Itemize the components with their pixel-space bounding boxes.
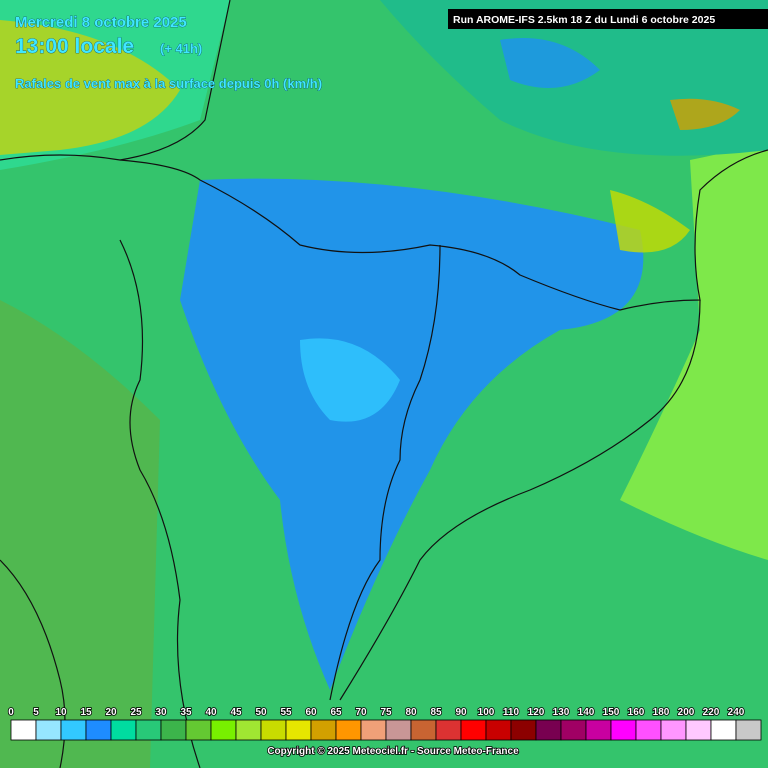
legend-swatch	[60, 719, 87, 741]
legend-label: 50	[255, 707, 267, 718]
legend-label: 25	[130, 707, 142, 718]
legend-swatch	[410, 719, 437, 741]
legend-label: 130	[553, 707, 570, 718]
parameter: Rafales de vent max à la surface depuis …	[15, 76, 322, 91]
legend-swatch	[10, 719, 37, 741]
legend-swatch	[485, 719, 512, 741]
legend-swatch	[310, 719, 337, 741]
legend-label: 85	[430, 707, 442, 718]
legend-swatch	[635, 719, 662, 741]
legend-swatch	[160, 719, 187, 741]
legend-swatch	[510, 719, 537, 741]
legend-label: 90	[455, 707, 467, 718]
legend-swatch	[735, 719, 762, 741]
run-info: Run AROME-IFS 2.5km 18 Z du Lundi 6 octo…	[453, 14, 715, 26]
legend-swatch	[285, 719, 312, 741]
legend-label: 30	[155, 707, 167, 718]
time: 13:00 locale	[15, 35, 134, 58]
legend-label: 0	[8, 707, 14, 718]
legend: 0 5 10 15 20 25 30 35 40 45 50 55 60 65 70 75 80 85 90 100 1…	[7, 706, 762, 741]
legend-swatch	[685, 719, 712, 741]
legend-label: 45	[230, 707, 242, 718]
legend-label: 20	[105, 707, 117, 718]
legend-label: 120	[528, 707, 545, 718]
legend-label: 160	[628, 707, 645, 718]
area-blue-north	[500, 38, 600, 88]
legend-swatch	[710, 719, 737, 741]
legend-label: 140	[578, 707, 595, 718]
lead-time: (+ 41h)	[160, 41, 202, 56]
legend-swatch	[110, 719, 137, 741]
area-gust-peak	[610, 190, 690, 253]
legend-swatch	[535, 719, 562, 741]
legend-swatch	[35, 719, 62, 741]
area-blue	[180, 178, 644, 691]
legend-swatch	[660, 719, 687, 741]
area-green	[0, 300, 160, 768]
legend-label: 40	[205, 707, 217, 718]
legend-label: 100	[478, 707, 495, 718]
legend-label: 110	[503, 707, 520, 718]
legend-label: 70	[355, 707, 367, 718]
legend-swatch	[185, 719, 212, 741]
date: Mercredi 8 octobre 2025	[15, 14, 187, 31]
legend-swatch	[335, 719, 362, 741]
legend-label: 15	[80, 707, 92, 718]
legend-swatch	[260, 719, 287, 741]
legend-swatch	[210, 719, 237, 741]
legend-label: 80	[405, 707, 417, 718]
legend-label: 55	[280, 707, 292, 718]
legend-label: 75	[380, 707, 392, 718]
legend-swatch	[360, 719, 387, 741]
area-gust-peak	[670, 98, 740, 130]
legend-label: 200	[678, 707, 695, 718]
run-box	[448, 9, 768, 29]
legend-label: 65	[330, 707, 342, 718]
legend-swatch	[235, 719, 262, 741]
legend-swatch	[385, 719, 412, 741]
legend-label: 35	[180, 707, 192, 718]
legend-label: 5	[33, 707, 39, 718]
legend-label: 240	[728, 707, 745, 718]
area-cyan	[300, 338, 400, 422]
legend-swatch	[610, 719, 637, 741]
area-yellow-green	[0, 20, 180, 155]
legend-swatch	[585, 719, 612, 741]
legend-swatch	[460, 719, 487, 741]
legend-label: 180	[653, 707, 670, 718]
copyright: Copyright © 2025 Meteociel.fr - Source M…	[267, 746, 519, 757]
legend-label: 150	[603, 707, 620, 718]
legend-swatch	[135, 719, 162, 741]
legend-label: 10	[55, 707, 67, 718]
legend-label: 60	[305, 707, 317, 718]
legend-swatch	[85, 719, 112, 741]
legend-label: 220	[703, 707, 720, 718]
legend-swatch	[435, 719, 462, 741]
legend-swatch	[560, 719, 587, 741]
